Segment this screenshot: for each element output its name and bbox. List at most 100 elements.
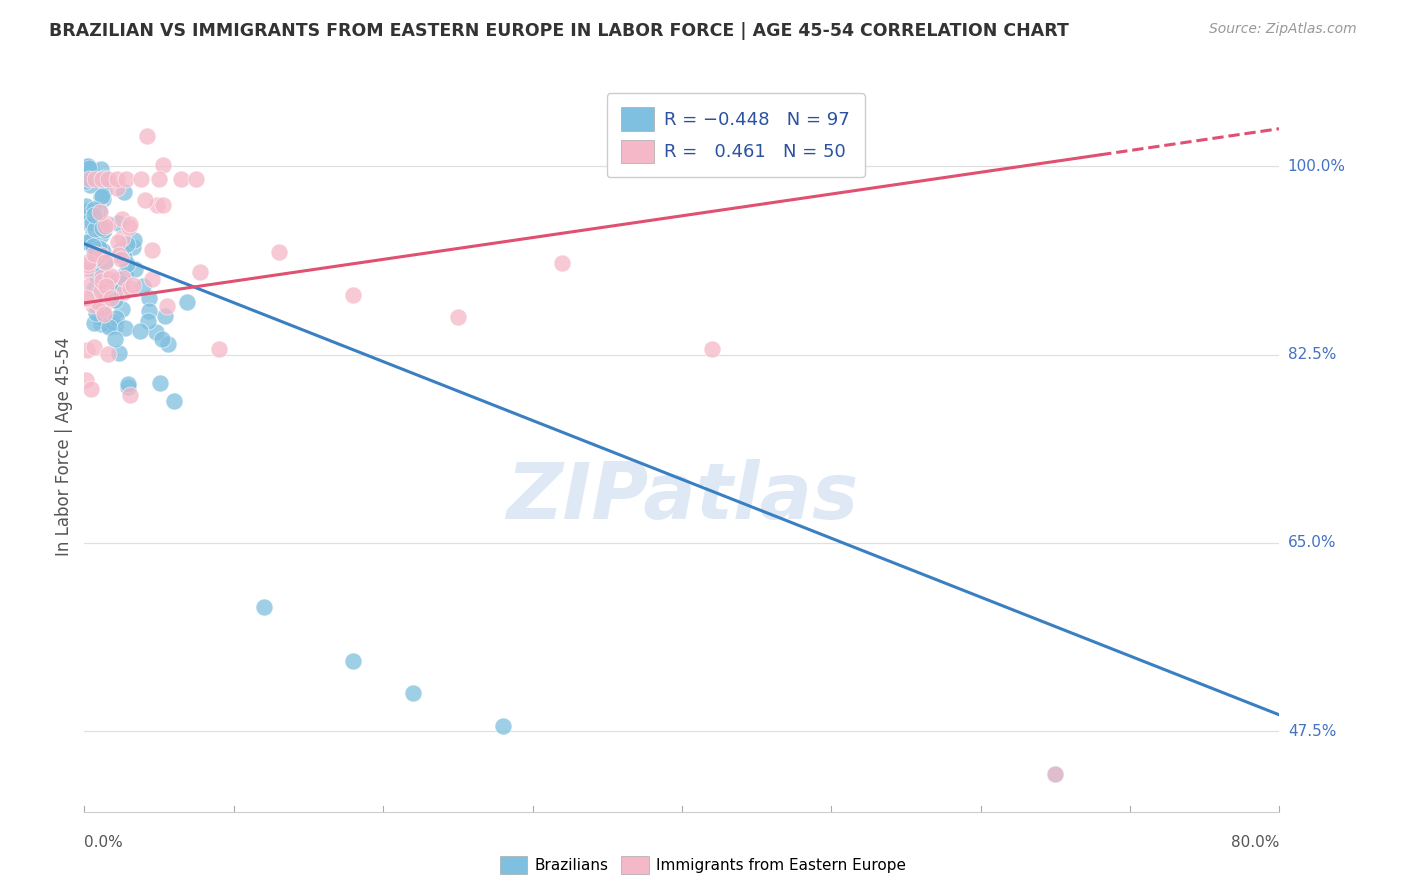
Point [75,161,97,175]
Point [107,235,129,249]
Point [170,172,193,186]
Point [90,284,112,298]
Point [89,300,111,314]
Text: 82.5%: 82.5% [1288,347,1336,362]
Point [83,317,105,331]
Point [75,373,97,387]
Point [75,263,97,277]
Point [112,285,135,300]
Point [77,292,100,306]
Point [176,295,198,310]
Point [94,278,117,293]
Point [90,286,112,301]
Point [90,317,112,331]
Point [447,310,470,324]
Point [84,306,107,320]
Point [110,252,132,267]
Point [80,164,103,178]
Point [86,252,108,266]
Point [114,321,136,335]
Point [91,243,114,257]
Point [82,264,104,278]
Point [118,388,141,402]
Text: Source: ZipAtlas.com: Source: ZipAtlas.com [1209,22,1357,37]
Point [98,318,121,332]
Point [86,268,108,283]
Legend: Brazilians, Immigrants from Eastern Europe: Brazilians, Immigrants from Eastern Euro… [494,850,912,880]
Point [82,227,104,241]
Point [91,192,114,206]
Point [89,284,111,298]
Point [96,291,118,305]
Point [87,310,110,325]
Point [94,253,117,268]
Point [110,276,132,290]
Point [87,241,110,255]
Point [111,230,134,244]
Point [141,243,163,257]
Point [91,172,114,186]
Point [136,129,159,144]
Point [76,343,98,357]
Point [93,171,115,186]
Point [103,285,125,300]
Point [100,281,122,295]
Point [94,219,117,233]
Point [91,274,114,288]
Point [111,302,134,317]
Point [107,247,129,261]
Point [75,174,97,188]
Point [342,288,364,302]
Point [84,251,107,265]
Point [80,382,103,396]
Point [93,184,115,198]
Point [129,324,152,338]
Point [93,223,115,237]
Point [1045,767,1067,781]
Point [97,320,120,334]
Point [148,172,170,186]
Point [90,190,112,204]
Point [153,309,176,323]
Point [87,298,110,312]
Text: 65.0%: 65.0% [1288,535,1336,550]
Point [91,178,114,193]
Point [105,310,128,325]
Point [94,287,117,301]
Point [253,600,276,615]
Point [103,332,125,346]
Point [89,282,111,296]
Point [97,347,120,361]
Point [91,301,114,316]
Point [101,316,124,330]
Point [136,313,159,327]
Point [86,242,108,256]
Point [90,248,112,262]
Point [152,198,174,212]
Point [118,219,141,234]
Point [75,204,97,219]
Point [115,237,138,252]
Text: 47.5%: 47.5% [1288,723,1336,739]
Point [208,342,231,356]
Point [80,172,103,186]
Point [117,379,139,393]
Point [107,216,129,230]
Point [98,272,121,286]
Point [90,302,112,317]
Point [83,282,105,296]
Point [122,278,145,293]
Point [118,281,141,295]
Point [77,208,100,222]
Point [94,254,117,268]
Point [141,272,163,286]
Text: 80.0%: 80.0% [1232,836,1279,850]
Point [145,325,167,339]
Point [77,254,100,268]
Point [83,213,105,227]
Legend: R = −0.448   N = 97, R =   0.461   N = 50: R = −0.448 N = 97, R = 0.461 N = 50 [607,93,865,178]
Point [83,209,105,223]
Point [124,261,146,276]
Point [138,291,160,305]
Point [91,244,114,258]
